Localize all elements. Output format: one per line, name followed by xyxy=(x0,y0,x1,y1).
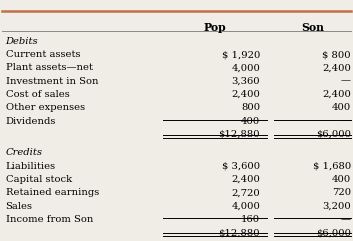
Text: 2,400: 2,400 xyxy=(231,175,260,184)
Text: Son: Son xyxy=(301,22,324,33)
Text: —: — xyxy=(341,77,351,86)
Text: 4,000: 4,000 xyxy=(231,63,260,72)
Text: Cost of sales: Cost of sales xyxy=(6,90,69,99)
Text: Retained earnings: Retained earnings xyxy=(6,188,99,197)
Text: 160: 160 xyxy=(241,215,260,224)
Text: —: — xyxy=(341,215,351,224)
Text: $6,000: $6,000 xyxy=(316,130,351,139)
Text: Sales: Sales xyxy=(6,202,32,211)
Text: —: — xyxy=(341,117,351,126)
Text: $ 1,920: $ 1,920 xyxy=(222,50,260,59)
Text: Credits: Credits xyxy=(6,148,43,157)
Text: $ 3,600: $ 3,600 xyxy=(222,162,260,171)
Text: 3,360: 3,360 xyxy=(232,77,260,86)
Text: 400: 400 xyxy=(332,175,351,184)
Text: 2,400: 2,400 xyxy=(322,90,351,99)
Text: $ 1,680: $ 1,680 xyxy=(313,162,351,171)
Text: 2,720: 2,720 xyxy=(232,188,260,197)
Text: $ 800: $ 800 xyxy=(322,50,351,59)
Text: Pop: Pop xyxy=(204,22,226,33)
Text: $12,880: $12,880 xyxy=(219,228,260,237)
Text: 2,400: 2,400 xyxy=(231,90,260,99)
Text: $6,000: $6,000 xyxy=(316,228,351,237)
Text: 4,000: 4,000 xyxy=(231,202,260,211)
Text: 800: 800 xyxy=(241,103,260,112)
Text: Dividends: Dividends xyxy=(6,117,56,126)
Text: Liabilities: Liabilities xyxy=(6,162,56,171)
Text: Current assets: Current assets xyxy=(6,50,80,59)
Text: Plant assets—net: Plant assets—net xyxy=(6,63,92,72)
Text: Debits: Debits xyxy=(6,37,38,46)
Text: 400: 400 xyxy=(241,117,260,126)
Text: 720: 720 xyxy=(332,188,351,197)
Text: 400: 400 xyxy=(332,103,351,112)
Text: Income from Son: Income from Son xyxy=(6,215,93,224)
Text: 3,200: 3,200 xyxy=(322,202,351,211)
Text: $12,880: $12,880 xyxy=(219,130,260,139)
Text: Other expenses: Other expenses xyxy=(6,103,85,112)
Text: Capital stock: Capital stock xyxy=(6,175,72,184)
Text: Investment in Son: Investment in Son xyxy=(6,77,98,86)
Text: 2,400: 2,400 xyxy=(322,63,351,72)
